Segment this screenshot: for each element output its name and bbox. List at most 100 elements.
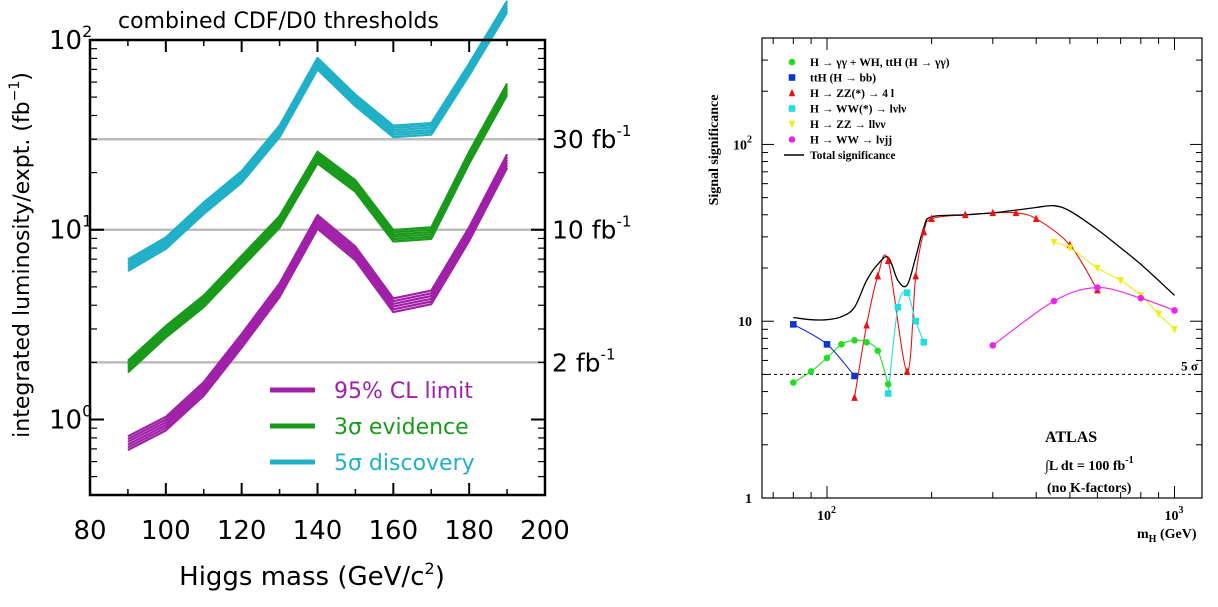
series-line-tth-h-bb <box>793 323 855 377</box>
data-point <box>1171 326 1178 334</box>
y-tick-label: 101 <box>49 212 92 246</box>
x-tick-label: 80 <box>73 516 106 546</box>
series-band-5-discovery <box>127 0 509 272</box>
x-tick-label: 102 <box>817 505 836 524</box>
series-line-h-zz-ll <box>1053 241 1175 330</box>
legend-label: H → γγ + WH, ttH (H → γγ) <box>810 57 950 69</box>
y-tick-label: 10 <box>738 315 752 330</box>
y-tick-label: 100 <box>49 401 92 435</box>
data-point <box>912 271 920 280</box>
legend-label: ttH (H → bb) <box>810 73 876 85</box>
data-point <box>807 368 815 375</box>
series-markers-h-ww-l-jj <box>989 284 1178 349</box>
series-line-95-cl-limit <box>127 153 509 438</box>
legend-item-h-ww-l-jj: H → WW → lνjj <box>788 135 892 147</box>
series-line-total-significance <box>793 204 1175 321</box>
series-markers-tth-h-bb <box>790 321 858 380</box>
reference-label-10-fb: 10 fb-1 <box>552 213 631 245</box>
left-y-axis-label: integrated luminosity/expt. (fb−1) <box>7 72 35 438</box>
series-line-3-evidence <box>127 94 509 374</box>
data-point <box>851 336 858 344</box>
legend-item-h-zz-4-l: H → ZZ(*) → 4 l <box>788 88 894 100</box>
legend-item-tth-h-bb: ttH (H → bb) <box>788 73 876 85</box>
x-tick-label: 103 <box>1164 505 1183 524</box>
legend-swatch <box>788 58 796 66</box>
right-series-markers <box>790 208 1178 401</box>
x-tick-label: 140 <box>293 516 343 546</box>
data-point <box>903 289 911 296</box>
legend-label: 3σ evidence <box>334 415 469 440</box>
reference-label-30-fb: 30 fb-1 <box>552 122 631 154</box>
data-point <box>912 317 920 325</box>
data-point <box>903 367 911 375</box>
data-point <box>884 380 892 388</box>
series-markers-h-wh-tth-h <box>790 336 892 388</box>
series-line-h-ww-l-jj <box>992 287 1175 346</box>
left-x-ticks: 80 100 120 140 160 180 200 <box>73 40 570 546</box>
series-line-5-discovery <box>127 7 509 268</box>
right-x-axis-label: mH (GeV) <box>1137 527 1197 545</box>
data-point <box>1050 297 1058 305</box>
series-line-5-discovery <box>127 11 509 272</box>
data-point <box>838 341 845 348</box>
reference-label-2-fb: 2 fb-1 <box>552 345 616 377</box>
data-point <box>894 303 902 311</box>
series-line-95-cl-limit <box>127 156 509 441</box>
series-band-3-evidence <box>127 82 509 374</box>
series-line-95-cl-limit <box>127 167 509 451</box>
legend-label: 95% CL limit <box>334 379 473 404</box>
legend-label: Total significance <box>810 150 896 162</box>
data-point <box>851 393 858 401</box>
data-point <box>863 320 870 329</box>
series-markers-h-zz-ll <box>1050 238 1178 334</box>
legend-item-total-significance: Total significance <box>784 150 896 162</box>
series-line-95-cl-limit <box>127 159 509 443</box>
k-factor-note: (no K-factors) <box>1047 481 1132 496</box>
right-x-ticks: 102 103 <box>772 38 1183 524</box>
legend-label: H → ZZ → llνν <box>810 119 885 131</box>
data-point <box>1094 284 1101 291</box>
legend-swatch <box>788 136 796 143</box>
legend-item-h-wh-tth-h: H → γγ + WH, ttH (H → γγ) <box>788 57 950 69</box>
left-series-bands <box>127 0 509 451</box>
x-tick-label: 160 <box>369 516 419 546</box>
series-line-95-cl-limit <box>127 161 509 446</box>
threshold-label: 5 σ <box>1181 358 1198 373</box>
x-tick-label: 100 <box>141 516 191 546</box>
data-point <box>884 390 892 397</box>
data-point <box>863 338 870 346</box>
data-point <box>1155 310 1162 319</box>
legend-label: H → ZZ(*) → 4 l <box>810 88 894 100</box>
legend-item-5-discovery: 5σ discovery <box>270 451 475 476</box>
data-point <box>1171 307 1178 314</box>
series-band-95-cl-limit <box>127 153 509 451</box>
data-point <box>1137 294 1145 302</box>
data-point <box>989 342 997 349</box>
series-markers-h-ww-l-l <box>884 289 928 397</box>
y-tick-label: 1 <box>745 492 752 507</box>
data-point <box>823 354 831 362</box>
data-point <box>884 256 892 264</box>
data-point <box>1094 264 1101 273</box>
data-point <box>1012 208 1020 217</box>
data-point <box>928 214 935 223</box>
series-line-5-discovery <box>127 9 509 270</box>
legend-swatch <box>788 120 796 129</box>
legend-swatch <box>788 105 796 112</box>
series-line-h-ww-l-l <box>887 291 925 394</box>
legend-item-h-zz-ll: H → ZZ → llνν <box>788 119 885 131</box>
right-y-ticks: 1 10 102 <box>733 37 1202 507</box>
data-point <box>790 379 797 386</box>
data-point <box>1050 238 1058 247</box>
five-sigma-threshold: 5 σ <box>762 358 1202 375</box>
data-point <box>851 372 858 380</box>
series-markers-h-zz-4-l <box>851 208 1101 401</box>
legend-swatch <box>788 88 796 97</box>
right-y-axis-label: Signal significance <box>707 95 722 206</box>
legend-item-3-evidence: 3σ evidence <box>270 415 469 440</box>
left-reference-labels: 30 fb-1 10 fb-1 2 fb-1 <box>552 122 631 377</box>
y-tick-label: 102 <box>49 22 92 56</box>
legend-swatch <box>788 74 796 81</box>
legend-label: H → WW(*) → lνlν <box>810 104 906 116</box>
